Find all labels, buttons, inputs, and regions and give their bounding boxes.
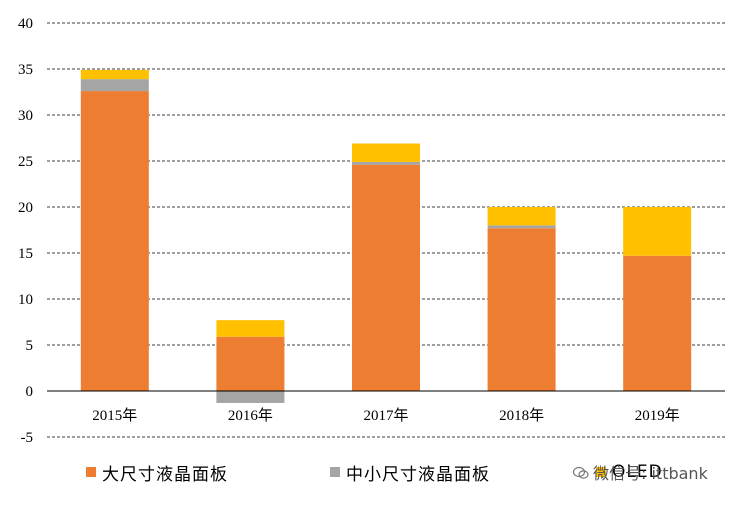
bar-segment (352, 143, 420, 162)
legend-label-oled: OLED (612, 462, 663, 482)
bars (80, 69, 692, 403)
y-tick-labels: -5 0 5 10 15 20 25 30 35 40 (18, 16, 33, 446)
x-tick-label: 2017年 (363, 407, 408, 424)
bar-segment (487, 207, 556, 226)
legend-swatch-large-lcd (86, 467, 96, 477)
bar-segment (487, 225, 556, 229)
x-tick-labels: 2015年 2016年 2017年 2018年 2019年 (92, 407, 679, 424)
watermark-text: 微信号: ittbank (593, 464, 708, 483)
bar-segment (487, 228, 556, 391)
y-tick-label: 35 (18, 62, 33, 78)
y-tick-label: 5 (26, 338, 34, 354)
bar-segment (216, 320, 285, 337)
bar-segment (80, 69, 149, 80)
gridlines (47, 22, 725, 438)
bar-segment (623, 255, 692, 391)
bar-segment (352, 161, 420, 165)
watermark: 微信号: ittbank (572, 460, 708, 484)
bar-segment (352, 164, 420, 391)
x-tick-label: 2018年 (499, 407, 544, 424)
y-tick-label: 20 (18, 200, 33, 216)
y-tick-label: 10 (18, 292, 33, 308)
wechat-icon (572, 465, 589, 479)
y-tick-label: 0 (26, 384, 34, 400)
bar-segment (80, 91, 149, 391)
legend-label-large-lcd: 大尺寸液晶面板 (102, 464, 228, 485)
legend-item-oled: OLED (596, 460, 663, 484)
legend-item-small-lcd: 中小尺寸液晶面板 (330, 460, 490, 485)
x-tick-label: 2019年 (635, 407, 680, 424)
legend-swatch-small-lcd (330, 467, 340, 477)
legend-label-small-lcd: 中小尺寸液晶面板 (346, 464, 490, 485)
y-tick-label: 30 (18, 108, 33, 124)
bar-segment (216, 336, 285, 391)
bar-segment (623, 207, 692, 256)
y-tick-label: 15 (18, 246, 33, 262)
y-tick-label: -5 (21, 430, 34, 446)
x-tick-label: 2015年 (92, 407, 137, 424)
legend-item-large-lcd: 大尺寸液晶面板 (86, 460, 228, 485)
legend-swatch-oled (596, 467, 606, 477)
bar-segment (80, 79, 149, 92)
y-tick-label: 40 (18, 16, 33, 32)
y-tick-label: 25 (18, 154, 33, 170)
bar-segment (216, 391, 285, 403)
x-tick-label: 2016年 (228, 407, 273, 424)
legend: 大尺寸液晶面板 中小尺寸液晶面板 OLED (0, 460, 749, 490)
